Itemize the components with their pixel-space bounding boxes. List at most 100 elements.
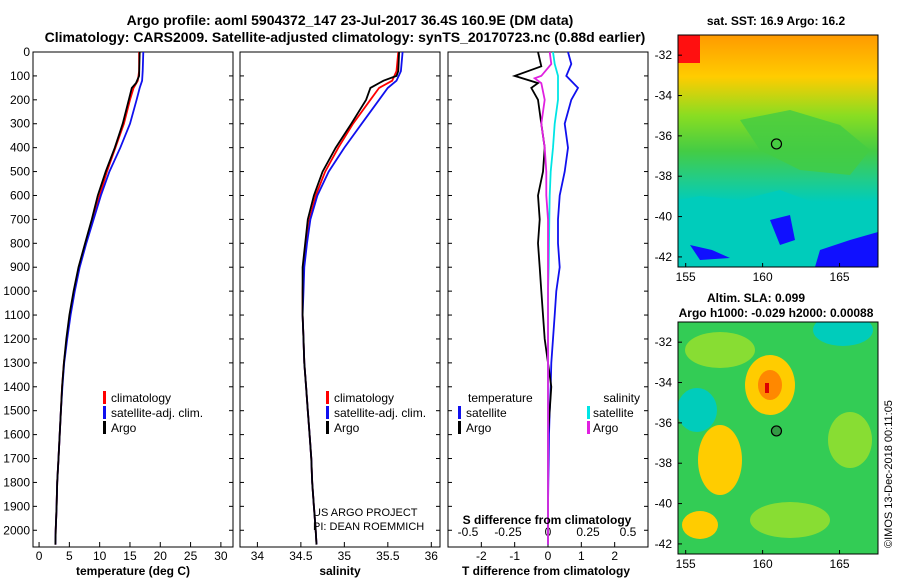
depth-tick-label: 1700 [3, 452, 30, 466]
depth-tick-label: 300 [10, 117, 30, 131]
depth-tick-label: 700 [10, 212, 30, 226]
map-lat-label: -34 [655, 89, 673, 103]
sla-map-frame [677, 321, 879, 555]
depth-tick-label: 200 [10, 93, 30, 107]
x-tick-label: 34 [251, 549, 265, 563]
difference-plot: -2 -1 0 1 2-0.5 -0.25 0 0.25 0.5 [448, 51, 648, 563]
legend-satellite-swatch [326, 406, 329, 419]
depth-tick-label: 1400 [3, 380, 30, 394]
figure-title-line2: Climatology: CARS2009. Satellite-adjuste… [45, 29, 646, 45]
x-tick-label: -2 [476, 549, 487, 563]
temperature-plot: 0 5 10 15 20 25 30 [33, 51, 233, 563]
legend-climatology-swatch [103, 391, 106, 404]
depth-tick-label: 1000 [3, 284, 30, 298]
salinity-panel-frame [239, 51, 441, 548]
legend-climatology-swatch [326, 391, 329, 404]
sla-patch [685, 332, 755, 368]
legend-argo-label: Argo [334, 421, 360, 435]
series-line-satellite-adj-clim- [54, 51, 145, 545]
depth-tick-label: 400 [10, 141, 30, 155]
depth-tick-label: 1600 [3, 428, 30, 442]
map-lon-label: 155 [676, 557, 696, 571]
map-lat-label: -42 [655, 250, 673, 264]
argo-location-marker [770, 138, 783, 150]
x-tick-label: -1 [509, 549, 520, 563]
depth-tick-label: 1800 [3, 475, 30, 489]
sst-map-title: sat. SST: 16.9 Argo: 16.2 [707, 14, 846, 28]
sla-peak [765, 383, 769, 393]
temperature-panel-frame [32, 51, 234, 548]
project-credit-line2: PI: DEAN ROEMMICH [313, 521, 424, 533]
depth-tick-label: 2000 [3, 523, 30, 537]
depth-tick-label: 0 [23, 45, 30, 59]
map-lat-label: -40 [655, 497, 673, 511]
sst-cold-patch [690, 245, 730, 260]
sla-map-subtitle: Argo h1000: -0.029 h2000: 0.00088 [679, 306, 874, 320]
legend-t-satellite-swatch [458, 406, 461, 419]
x-tick-label: 25 [184, 549, 198, 563]
sst-green-patch [740, 110, 870, 175]
depth-tick-label: 100 [10, 69, 30, 83]
legend-salinity-title: salinity [603, 391, 640, 405]
depth-tick-label: 1900 [3, 499, 30, 513]
map-lat-label: -38 [655, 169, 673, 183]
legend-argo-label: Argo [111, 421, 137, 435]
x-tick-label: 2 [611, 549, 618, 563]
sla-map: 155 160 165 -32 -34 -36 -38 -40 -42 [655, 321, 879, 571]
sst-cold-patch [815, 232, 878, 267]
t-difference-axis-label: T difference from climatology [462, 564, 630, 578]
map-lat-label: -32 [655, 335, 673, 349]
depth-tick-label: 600 [10, 188, 30, 202]
legend-satellite-label: satellite-adj. clim. [334, 406, 426, 420]
depth-tick-label: 1200 [3, 332, 30, 346]
x-tick-label: 20 [154, 549, 168, 563]
s-tick-label: 0.5 [620, 525, 637, 539]
x-tick-label: 10 [93, 549, 107, 563]
salinity-legend: climatology satellite-adj. clim. Argo [326, 391, 426, 435]
depth-axis: 0 100 200 300 400 500 600 700 800 900 1000 1100 1200… [3, 45, 30, 537]
map-lon-label: 160 [753, 270, 773, 284]
legend-s-argo-label: Argo [593, 421, 619, 435]
legend-climatology-label: climatology [111, 391, 171, 405]
sla-patch [750, 502, 830, 538]
sla-map-title: Altim. SLA: 0.099 [707, 291, 805, 305]
sst-warm-patch [678, 35, 700, 63]
legend-s-satellite-swatch [587, 406, 590, 419]
series-line-s-argo [532, 51, 553, 545]
depth-tick-label: 1100 [4, 308, 30, 322]
x-tick-label: 1 [578, 549, 585, 563]
x-tick-label: 0 [36, 549, 43, 563]
s-difference-axis-label: S difference from climatology [463, 513, 632, 527]
legend-t-argo-swatch [458, 421, 461, 434]
sla-high-patch [698, 425, 742, 495]
x-tick-label: 5 [66, 549, 73, 563]
legend-s-satellite-label: satellite [593, 406, 634, 420]
x-tick-label: 34.5 [289, 549, 313, 563]
legend-s-argo-swatch [587, 421, 590, 434]
temperature-legend: climatology satellite-adj. clim. Argo [103, 391, 203, 435]
legend-t-argo-label: Argo [466, 421, 492, 435]
legend-temperature-title: temperature [468, 391, 533, 405]
sla-map-axes: 155 160 165 -32 -34 -36 -38 -40 -42 [655, 335, 850, 571]
map-lat-label: -36 [655, 129, 673, 143]
s-tick-label: -0.5 [458, 525, 479, 539]
series-line-t-argo [511, 51, 553, 545]
sla-high-patch [682, 511, 718, 539]
map-lat-label: -32 [655, 48, 673, 62]
map-lon-label: 165 [830, 270, 850, 284]
difference-legend: temperature satellite Argo salinity sate… [458, 391, 640, 435]
x-tick-label: 35 [338, 549, 352, 563]
x-tick-label: 0 [545, 549, 552, 563]
sst-cold-patch [770, 215, 795, 245]
figure-title-line1: Argo profile: aoml 5904372_147 23-Jul-20… [127, 12, 574, 28]
sla-low-patch [813, 322, 873, 346]
map-lat-label: -34 [655, 376, 673, 390]
legend-climatology-label: climatology [334, 391, 394, 405]
map-lat-label: -36 [655, 416, 673, 430]
depth-tick-label: 500 [10, 165, 30, 179]
map-lat-label: -40 [655, 210, 673, 224]
map-lon-label: 155 [676, 270, 696, 284]
legend-argo-swatch [103, 421, 106, 434]
